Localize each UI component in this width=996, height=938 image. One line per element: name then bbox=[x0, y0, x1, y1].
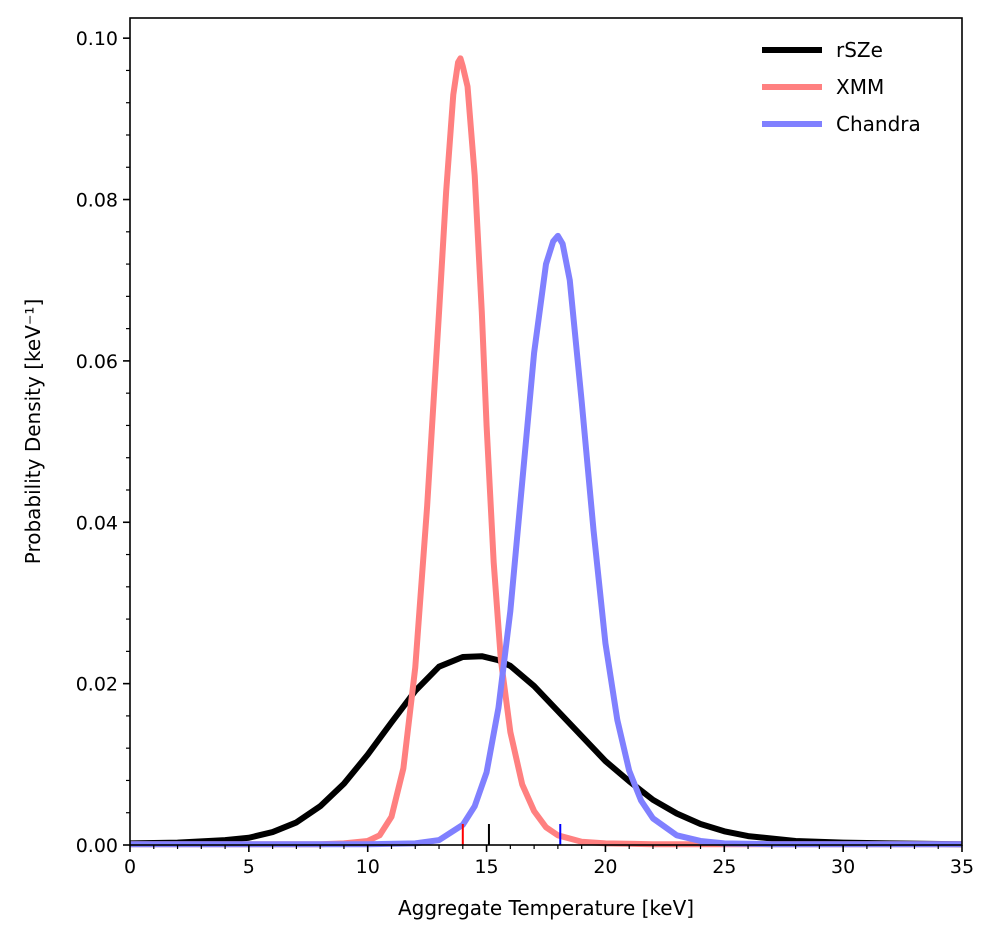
y-tick-label: 0.02 bbox=[76, 674, 118, 696]
legend: rSZe XMM Chandra bbox=[762, 38, 921, 136]
y-tick-label: 0.10 bbox=[76, 28, 118, 50]
y-tick-label: 0.00 bbox=[76, 835, 118, 857]
series-line-xmm bbox=[130, 55, 962, 848]
y-tick-label: 0.06 bbox=[76, 351, 118, 373]
ticks-layer: 0 5 10 15 20 25 30 35 0.00 0.02 0.04 0.06 0.08 0.10 bbox=[76, 28, 974, 878]
y-tick-label: 0.08 bbox=[76, 190, 118, 212]
x-tick-label: 0 bbox=[124, 856, 136, 878]
legend-label-xmm: XMM bbox=[836, 75, 884, 99]
series-layer bbox=[129, 55, 963, 848]
x-tick-label: 10 bbox=[356, 856, 380, 878]
marker-layer bbox=[461, 824, 562, 845]
x-axis-title: Aggregate Temperature [keV] bbox=[398, 896, 694, 920]
x-tick-label: 30 bbox=[831, 856, 855, 878]
series-line-chandra bbox=[130, 232, 962, 848]
x-tick-label: 35 bbox=[950, 856, 974, 878]
x-tick-label: 15 bbox=[474, 856, 498, 878]
x-tick-label: 25 bbox=[712, 856, 736, 878]
legend-label-rsze: rSZe bbox=[836, 38, 883, 62]
y-tick-label: 0.04 bbox=[76, 512, 118, 534]
legend-label-chandra: Chandra bbox=[836, 112, 921, 136]
x-tick-label: 20 bbox=[593, 856, 617, 878]
plot-frame bbox=[129, 17, 963, 846]
y-axis-title: Probability Density [keV⁻¹] bbox=[21, 299, 45, 565]
x-tick-label: 5 bbox=[243, 856, 255, 878]
